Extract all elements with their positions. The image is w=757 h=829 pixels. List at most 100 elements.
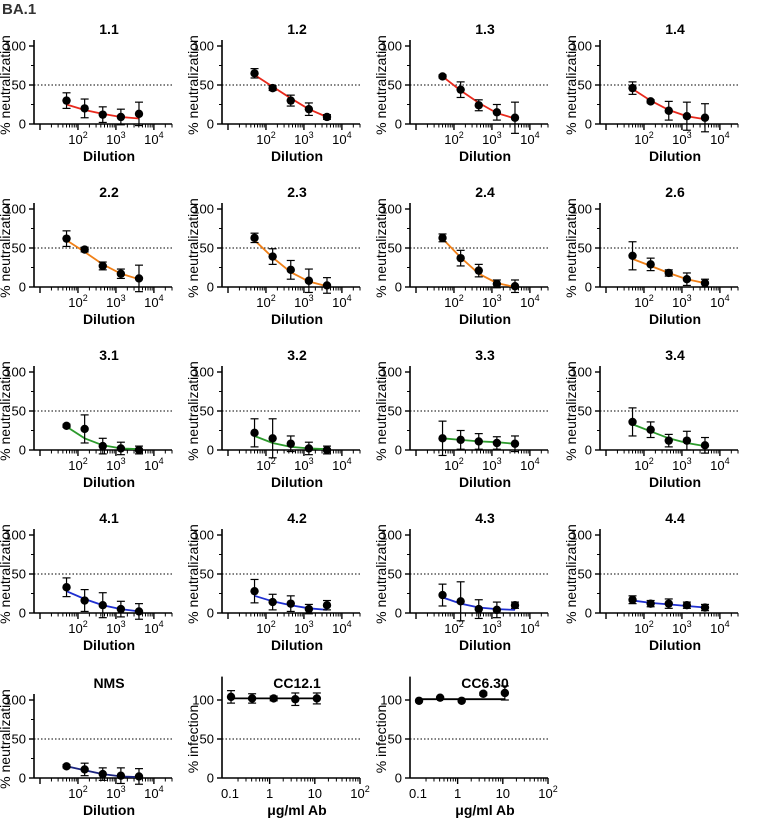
chart-panel: 1.3 % neutralization 0 50 100 102 103 104 Diluti…	[373, 21, 549, 164]
x-tick-label: 102	[256, 619, 275, 636]
chart-panel: 2.6 % neutralization 0 50 100 102 103 104 Diluti…	[563, 184, 739, 327]
data-point	[62, 583, 71, 592]
data-point	[116, 771, 126, 780]
x-tick-label: 103	[106, 293, 125, 310]
y-axis-label: % infection	[373, 705, 389, 773]
y-axis-label: % neutralization	[185, 198, 201, 298]
y-axis-label: % neutralization	[0, 524, 13, 624]
data-point	[322, 445, 332, 455]
data-point	[456, 435, 465, 445]
y-tick-label: 0	[585, 280, 592, 295]
x-tick-label: 102	[444, 456, 463, 473]
data-point	[98, 261, 107, 271]
x-axis-label: Dilution	[649, 637, 701, 653]
chart-panel: 3.4 % neutralization 0 50 100 102 103 104 Diluti…	[563, 347, 739, 490]
data-point	[664, 106, 673, 115]
y-tick-label: 100	[380, 693, 402, 708]
y-tick-label: 50	[12, 732, 26, 747]
x-tick-label: 104	[144, 619, 163, 636]
y-tick-label: 100	[192, 528, 214, 543]
x-tick-label: 1	[266, 786, 273, 801]
x-tick-label: 104	[520, 130, 539, 147]
x-tick-label: 104	[710, 130, 729, 147]
y-tick-label: 100	[570, 202, 592, 217]
y-tick-label: 100	[4, 528, 26, 543]
x-tick-label: 102	[256, 130, 275, 147]
data-point	[268, 434, 277, 443]
figure-label: BA.1	[2, 1, 36, 18]
data-point	[268, 252, 277, 261]
y-tick-label: 0	[19, 606, 26, 621]
data-point	[62, 421, 71, 431]
chart-panel: NMS % neutralization 0 50 100 102 103 104 Diluti…	[0, 675, 173, 818]
y-tick-label: 100	[380, 202, 402, 217]
panels-container: 1.1% neutralization050100102103104Diluti…	[0, 21, 739, 818]
data-point	[456, 253, 465, 263]
data-point	[492, 279, 502, 289]
data-point	[457, 696, 466, 705]
x-tick-label: 103	[672, 456, 691, 473]
y-tick-label: 0	[19, 117, 26, 132]
x-tick-label: 103	[672, 130, 691, 147]
x-tick-label: 104	[144, 784, 163, 801]
data-point	[510, 113, 520, 122]
x-tick-label: 103	[106, 130, 125, 147]
y-tick-label: 100	[570, 365, 592, 380]
data-point	[98, 441, 107, 451]
data-point	[628, 251, 637, 260]
x-tick-label: 102	[68, 130, 87, 147]
data-point	[286, 96, 295, 105]
y-tick-label: 50	[12, 567, 26, 582]
data-point	[80, 596, 89, 605]
chart-title: 2.3	[287, 184, 307, 200]
chart-panel: 4.1 % neutralization 0 50 100 102 103 104 Diluti…	[0, 510, 173, 653]
data-point	[646, 260, 655, 269]
data-point	[438, 434, 447, 443]
y-tick-label: 0	[395, 443, 402, 458]
x-tick-label: 104	[144, 130, 163, 147]
data-point	[134, 109, 144, 119]
y-tick-label: 100	[4, 365, 26, 380]
chart-title: 4.2	[287, 510, 307, 526]
y-tick-label: 50	[200, 732, 214, 747]
y-axis-label: % neutralization	[0, 361, 13, 461]
x-tick-label: 103	[482, 456, 501, 473]
fit-curve	[441, 75, 516, 120]
chart-title: 3.4	[665, 347, 685, 363]
x-tick-label: 102	[350, 784, 369, 801]
y-tick-label: 0	[207, 117, 214, 132]
chart-title: 2.4	[475, 184, 495, 200]
y-tick-label: 50	[12, 78, 26, 93]
x-axis-label: Dilution	[271, 311, 323, 327]
data-point	[646, 97, 655, 106]
data-point	[682, 275, 692, 284]
x-tick-label: 103	[294, 619, 313, 636]
x-tick-label: 10	[496, 786, 510, 801]
x-tick-label: 103	[294, 456, 313, 473]
x-axis-label: Dilution	[649, 311, 701, 327]
x-tick-label: 103	[106, 619, 125, 636]
x-tick-label: 0.1	[409, 786, 427, 801]
chart-title: 2.6	[665, 184, 685, 200]
y-tick-label: 100	[4, 202, 26, 217]
x-tick-label: 102	[68, 784, 87, 801]
x-axis-label: Dilution	[649, 148, 701, 164]
y-tick-label: 50	[200, 78, 214, 93]
x-axis-label: Dilution	[271, 637, 323, 653]
data-point	[492, 108, 502, 117]
x-tick-label: 104	[710, 619, 729, 636]
y-axis-label: % neutralization	[0, 689, 13, 789]
y-tick-label: 0	[207, 280, 214, 295]
fit-curve	[441, 237, 516, 288]
x-tick-label: 103	[482, 293, 501, 310]
x-tick-label: 103	[294, 293, 313, 310]
data-point	[700, 441, 710, 450]
y-tick-label: 0	[19, 443, 26, 458]
y-tick-label: 50	[388, 732, 402, 747]
y-tick-label: 0	[585, 606, 592, 621]
x-tick-label: 102	[634, 456, 653, 473]
y-tick-label: 50	[578, 404, 592, 419]
x-tick-label: 103	[672, 293, 691, 310]
data-point	[474, 266, 483, 275]
